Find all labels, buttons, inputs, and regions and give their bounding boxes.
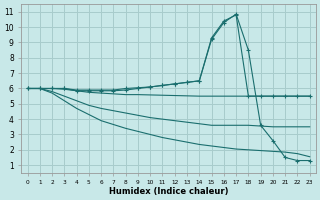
X-axis label: Humidex (Indice chaleur): Humidex (Indice chaleur): [109, 187, 228, 196]
